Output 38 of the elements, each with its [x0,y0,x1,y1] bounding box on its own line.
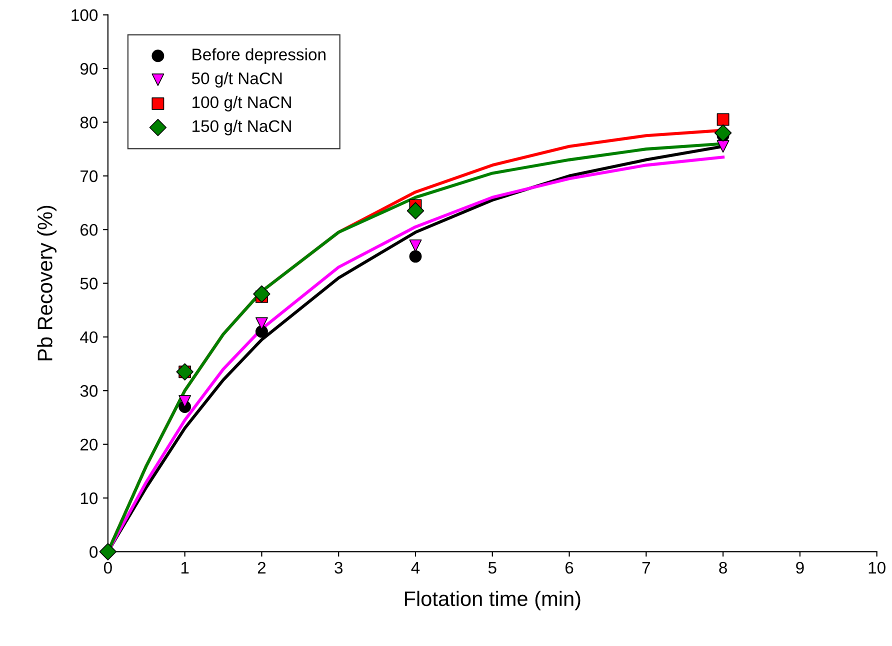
y-tick-label: 30 [80,385,98,397]
legend-label: 150 g/t NaCN [192,120,291,136]
y-axis-title: Pb Recovery (%) [37,206,57,360]
x-tick-label: 6 [565,562,574,574]
y-tick-label: 40 [80,331,98,344]
x-tick-label: 5 [488,562,496,574]
y-tick-label: 50 [80,278,98,290]
y-tick-label: 80 [80,116,98,128]
point [409,239,422,252]
x-axis-title: Flotation time (min) [404,590,580,610]
x-tick-label: 1 [181,562,189,574]
y-tick-label: 10 [80,492,98,504]
x-tick-label: 3 [334,562,343,574]
y-tick-label: 0 [90,546,98,558]
y-tick-label: 90 [80,62,98,75]
point [255,317,268,330]
point [406,202,424,220]
x-tick-label: 0 [104,562,112,574]
point [714,124,732,142]
y-tick-label: 100 [72,9,98,22]
x-tick-label: 4 [411,562,420,574]
x-tick-label: 7 [642,562,650,574]
point [409,250,422,263]
point [99,543,117,560]
y-tick-label: 70 [80,170,98,182]
y-tick-label: 60 [80,224,98,236]
y-tick-label: 20 [80,438,98,451]
x-tick-label: 8 [719,562,727,574]
legend-label: 100 g/t NaCN [192,96,291,112]
x-tick-label: 9 [796,562,804,574]
point [716,113,730,126]
point [253,285,270,303]
point [716,140,730,153]
x-tick-label: 10 [868,562,886,574]
x-tick-label: 2 [258,562,266,574]
point [178,395,192,408]
legend-label: Before depression [192,48,326,64]
legend-label: 50 g/t NaCN [192,72,282,88]
